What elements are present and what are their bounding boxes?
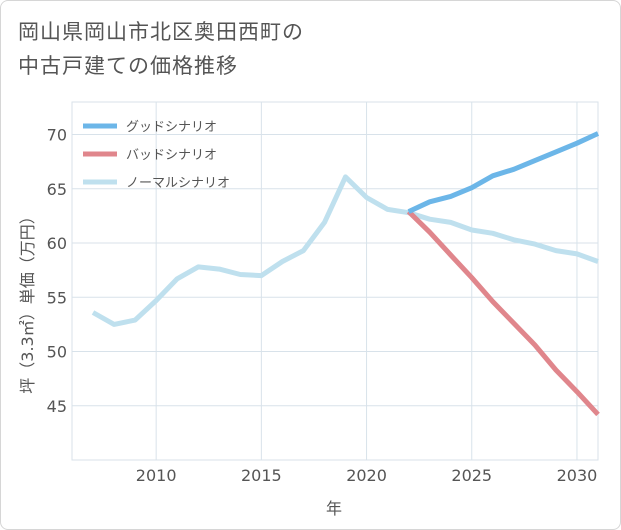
- axes: 45 50 55 60 65 70 2010 2015 2020 2025 2030: [47, 126, 598, 485]
- plot-area: [71, 101, 599, 461]
- series-line-good: [407, 131, 600, 214]
- grid-lines: [71, 101, 599, 461]
- series-lines: [91, 131, 600, 417]
- chart-title: 岡山県岡山市北区奥田西町の 中古戸建ての価格推移: [18, 15, 304, 83]
- legend-label-bad: バッドシナリオ: [126, 148, 217, 163]
- legend-label-good: グッドシナリオ: [126, 120, 217, 135]
- legend-label-normal: ノーマルシナリオ: [126, 176, 230, 191]
- x-tick-label: 2010: [136, 466, 177, 485]
- y-tick-label: 60: [47, 234, 67, 253]
- series-line-normal: [91, 174, 599, 327]
- y-tick-label: 50: [47, 343, 67, 362]
- series-line-bad: [406, 209, 600, 417]
- chart-title-line2: 中古戸建ての価格推移: [18, 54, 238, 78]
- y-axis-label: 坪（3.3㎡）単価（万円）: [18, 208, 37, 393]
- y-tick-label: 45: [47, 397, 67, 416]
- x-tick-label: 2020: [346, 466, 387, 485]
- x-tick-label: 2030: [557, 466, 598, 485]
- y-tick-label: 70: [47, 126, 67, 145]
- x-tick-label: 2025: [451, 466, 492, 485]
- x-axis-label: 年: [326, 499, 342, 518]
- x-tick-label: 2015: [241, 466, 282, 485]
- y-tick-label: 65: [47, 180, 67, 199]
- chart-title-line1: 岡山県岡山市北区奥田西町の: [18, 20, 304, 44]
- y-tick-label: 55: [47, 288, 67, 307]
